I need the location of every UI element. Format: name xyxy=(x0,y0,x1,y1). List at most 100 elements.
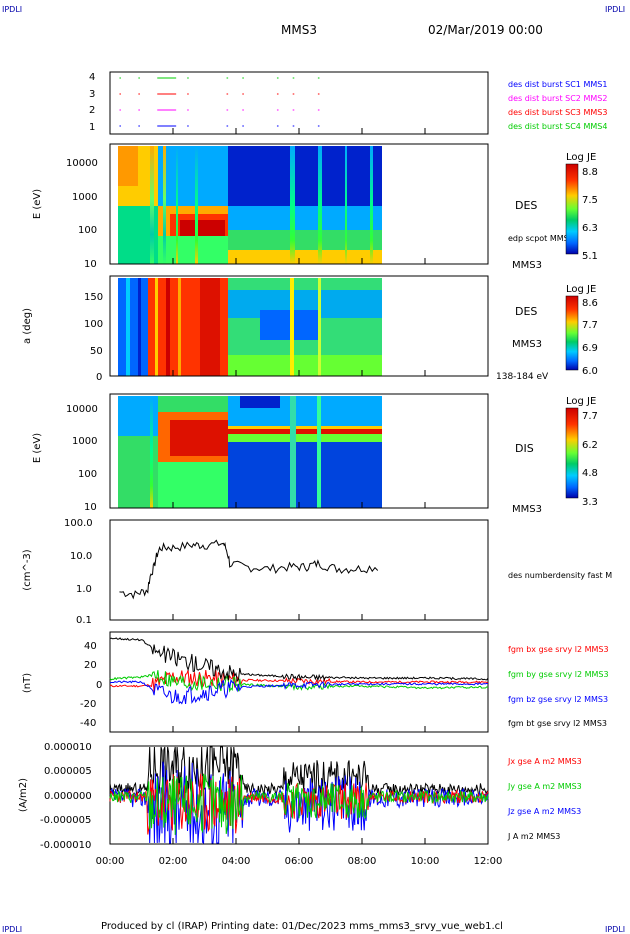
panel3-energy-band: 138-184 eV xyxy=(496,372,549,382)
panel-dis-energy: 10000 1000 100 10 E (eV) DIS MMS3 Log JE… xyxy=(32,393,598,515)
time-tick-label: 04:00 xyxy=(222,856,251,867)
panel2-cbar-tick-4: 5.1 xyxy=(582,251,598,262)
corner-tag-br: IPDLI xyxy=(605,925,625,934)
panel5-ylabel: (cm^-3) xyxy=(22,549,33,590)
current-series-line xyxy=(109,746,489,797)
panel1-ytick-4: 4 xyxy=(89,72,95,83)
panel4-colorbar xyxy=(565,407,579,499)
panel2-ytick-10000: 10000 xyxy=(66,158,98,169)
panel4-cbar-tick-4: 3.3 xyxy=(582,497,598,508)
panel5-ytick-100: 100.0 xyxy=(64,518,93,529)
panel4-ytick-1000: 1000 xyxy=(72,436,97,447)
panel6-ylabel: (nT) xyxy=(22,673,33,693)
time-tick-label: 06:00 xyxy=(285,856,314,867)
panel3-colorbar xyxy=(565,295,579,371)
panel2-cbar-tick-1: 8.8 xyxy=(582,167,598,178)
panel-magnetic-field: 40 20 0 -20 -40 (nT) fgm bx gse srvy l2 … xyxy=(22,631,609,733)
panel-des-pitch: 150 100 50 0 a (deg) DES MMS3 138-184 eV… xyxy=(22,275,598,383)
panel4-cbar-tick-3: 4.8 xyxy=(582,468,598,479)
panel2-ytick-10: 10 xyxy=(84,259,97,270)
panel6-field-lines xyxy=(109,637,489,705)
panel7-legend-jx: Jx gse A m2 MMS3 xyxy=(507,757,582,766)
panel1-frame xyxy=(109,71,489,135)
panel4-cbar-tick-2: 6.2 xyxy=(582,440,598,451)
panel6-legend-by: fgm by gse srvy l2 MMS3 xyxy=(508,670,609,679)
panel7-ytick-p10: 0.000010 xyxy=(44,742,92,753)
panel-burst-timeline: 4 3 2 1 des dist burst SC1 MMS1 des dist… xyxy=(89,71,607,135)
panel2-ylabel: E (eV) xyxy=(32,189,43,219)
panel7-ytick-p5: 0.000005 xyxy=(44,766,92,777)
footer-credit: Produced by cl (IRAP) Printing date: 01/… xyxy=(101,921,503,932)
panel2-spectrogram xyxy=(118,146,382,264)
panel1-burst-segments xyxy=(119,77,320,127)
corner-tag-tr: IPDLI xyxy=(605,5,625,14)
panel7-legend-jz: Jz gse A m2 MMS3 xyxy=(507,807,581,816)
panel7-ytick-m5: -0.000005 xyxy=(40,815,91,826)
panel4-ytick-100: 100 xyxy=(78,469,97,480)
panel1-legend-mms1: des dist burst SC1 MMS1 xyxy=(508,80,607,89)
panel2-label: DES xyxy=(515,199,537,212)
panel4-cbar-tick-1: 7.7 xyxy=(582,411,598,422)
time-tick-label: 08:00 xyxy=(348,856,377,867)
panel6-ytick-0: 0 xyxy=(96,680,102,691)
panel4-instrument: MMS3 xyxy=(512,504,542,515)
panel7-ytick-m10: -0.000010 xyxy=(40,840,91,851)
panel3-instrument: MMS3 xyxy=(512,339,542,350)
panel5-density-line xyxy=(119,539,379,600)
panel7-ytick-0: 0.000000 xyxy=(44,791,92,802)
panel-des-energy: 10000 1000 100 10 E (eV) DES edp scpot M… xyxy=(32,143,598,271)
panel1-legend-mms2: des dist burst SC2 MMS2 xyxy=(508,94,607,103)
panel7-legend-j: J A m2 MMS3 xyxy=(507,832,560,841)
panel2-cbar-tick-3: 6.3 xyxy=(582,223,598,234)
panel6-legend-bx: fgm bx gse srvy l2 MMS3 xyxy=(508,645,609,654)
panel3-cbar-tick-2: 7.7 xyxy=(582,320,598,331)
field-series-line xyxy=(109,669,489,692)
panel5-ytick-1: 1.0 xyxy=(76,584,92,595)
panel-density: 100.0 10.0 1.0 0.1 (cm^-3) des numberden… xyxy=(22,518,612,626)
time-tick-label: 12:00 xyxy=(474,856,503,867)
panel4-ytick-10000: 10000 xyxy=(66,404,98,415)
header-datetime: 02/Mar/2019 00:00 xyxy=(428,23,543,37)
panel3-cbar-tick-3: 6.9 xyxy=(582,343,598,354)
panel4-label: DIS xyxy=(515,442,534,455)
panel2-cbar-tick-2: 7.5 xyxy=(582,195,598,206)
panel2-ytick-100: 100 xyxy=(78,225,97,236)
panel2-ytick-1000: 1000 xyxy=(72,192,97,203)
panel5-ytick-0-1: 0.1 xyxy=(76,615,92,626)
panel6-ytick-m40: -40 xyxy=(80,718,96,729)
panel2-colorbar-title: Log JE xyxy=(566,152,596,163)
header-spacecraft: MMS3 xyxy=(281,23,317,37)
corner-tag-bl: IPDLI xyxy=(2,925,22,934)
time-tick-label: 02:00 xyxy=(159,856,188,867)
panel6-ytick-40: 40 xyxy=(84,641,97,652)
panel7-current-lines xyxy=(109,746,489,844)
panel4-colorbar-title: Log JE xyxy=(566,396,596,407)
time-tick-label: 00:00 xyxy=(96,856,125,867)
panel2-colorbar xyxy=(565,163,579,255)
panel6-legend-bt: fgm bt gse srvy l2 MMS3 xyxy=(508,719,607,728)
density-series-line xyxy=(119,539,379,600)
panel3-label: DES xyxy=(515,305,537,318)
panel1-legend-mms3: des dist burst SC3 MMS3 xyxy=(508,108,607,117)
panel4-ylabel: E (eV) xyxy=(32,433,43,463)
panel3-spectrogram xyxy=(118,278,382,376)
panel3-ytick-50: 50 xyxy=(90,346,103,357)
panel3-ytick-150: 150 xyxy=(84,292,103,303)
time-tick-label: 10:00 xyxy=(411,856,440,867)
panel-current-density: 0.000010 0.000005 0.000000 -0.000005 -0.… xyxy=(18,742,582,851)
panel7-ylabel: (A/m2) xyxy=(18,778,29,812)
panel6-ytick-20: 20 xyxy=(84,660,97,671)
panel2-note: edp scpot MMS3 xyxy=(508,234,574,243)
panel3-colorbar-title: Log JE xyxy=(566,284,596,295)
panel1-ytick-2: 2 xyxy=(89,105,95,116)
panel6-ytick-m20: -20 xyxy=(80,699,96,710)
panel3-ylabel: a (deg) xyxy=(22,308,33,344)
panel3-ytick-0: 0 xyxy=(96,372,102,383)
panel5-legend: des numberdensity fast M xyxy=(508,571,612,580)
panel2-instrument: MMS3 xyxy=(512,260,542,271)
field-series-line xyxy=(109,637,489,683)
panel3-cbar-tick-1: 8.6 xyxy=(582,298,598,309)
panel1-ytick-1: 1 xyxy=(89,122,95,133)
panel3-cbar-tick-4: 6.0 xyxy=(582,366,598,377)
